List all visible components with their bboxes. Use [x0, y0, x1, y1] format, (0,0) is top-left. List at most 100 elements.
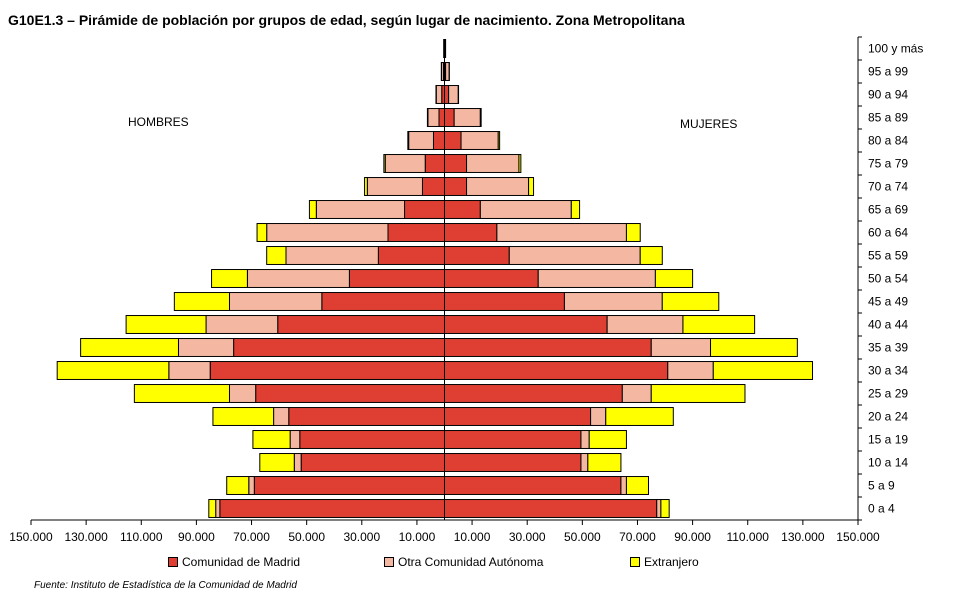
- bar-mujeres-madrid-60-a-64: [444, 223, 498, 242]
- bar-mujeres-otra-45-a-49: [563, 292, 663, 311]
- bar-hombres-otra-50-a-54: [246, 269, 350, 288]
- bar-mujeres-extranjero-25-a-29: [650, 384, 746, 403]
- bar-hombres-madrid-80-a-84: [432, 131, 445, 150]
- bar-hombres-otra-10-a-14: [293, 453, 302, 472]
- bar-mujeres-extranjero-15-a-19: [588, 430, 627, 449]
- category-label: 75 a 79: [868, 157, 908, 171]
- category-label: 15 a 19: [868, 433, 908, 447]
- bar-hombres-madrid-50-a-54: [348, 269, 445, 288]
- bar-hombres-madrid-20-a-24: [288, 407, 445, 426]
- category-label: 95 a 99: [868, 65, 908, 79]
- bar-hombres-extranjero-50-a-54: [211, 269, 248, 288]
- bar-mujeres-otra-75-a-79: [466, 154, 520, 173]
- category-label: 85 a 89: [868, 111, 908, 125]
- bar-mujeres-extranjero-70-a-74: [528, 177, 535, 196]
- bar-hombres-madrid-75-a-79: [424, 154, 446, 173]
- source-note: Fuente: Instituto de Estadística de la C…: [34, 580, 297, 591]
- bar-mujeres-madrid-30-a-34: [444, 361, 669, 380]
- bar-hombres-extranjero-25-a-29: [133, 384, 230, 403]
- category-label: 80 a 84: [868, 134, 908, 148]
- bar-hombres-madrid-70-a-74: [421, 177, 445, 196]
- bar-mujeres-extranjero-55-a-59: [639, 246, 663, 265]
- bar-hombres-otra-30-a-34: [168, 361, 211, 380]
- category-label: 25 a 29: [868, 387, 908, 401]
- bar-hombres-madrid-10-a-14: [300, 453, 445, 472]
- x-tick-label: 70.000: [233, 530, 270, 544]
- bar-hombres-madrid-25-a-29: [255, 384, 445, 403]
- bar-hombres-extranjero-55-a-59: [266, 246, 287, 265]
- bar-mujeres-madrid-35-a-39: [444, 338, 652, 357]
- bar-hombres-otra-90-a-94: [435, 85, 443, 104]
- bar-hombres-extranjero-20-a-24: [212, 407, 275, 426]
- bar-mujeres-madrid-65-a-69: [444, 200, 481, 219]
- bar-hombres-extranjero-75-a-79: [383, 154, 386, 173]
- bar-mujeres-extranjero-60-a-64: [625, 223, 641, 242]
- bar-hombres-extranjero-15-a-19: [252, 430, 291, 449]
- bar-hombres-extranjero-30-a-34: [56, 361, 170, 380]
- category-label: 20 a 24: [868, 410, 908, 424]
- bar-hombres-otra-70-a-74: [366, 177, 423, 196]
- bar-hombres-otra-60-a-64: [266, 223, 389, 242]
- side-label-hombres: HOMBRES: [128, 115, 189, 129]
- x-tick-label: 110.000: [120, 530, 163, 544]
- bar-hombres-otra-55-a-59: [285, 246, 379, 265]
- bar-mujeres-otra-80-a-84: [460, 131, 499, 150]
- bar-hombres-otra-5-a-9: [248, 476, 255, 495]
- bar-hombres-extranjero-5-a-9: [226, 476, 250, 495]
- category-label: 0 a 4: [868, 502, 895, 516]
- x-tick-label: 30.000: [509, 530, 546, 544]
- legend-label-extranjero: Extranjero: [644, 555, 699, 569]
- x-tick-label: 10.000: [454, 530, 491, 544]
- bar-mujeres-otra-5-a-9: [620, 476, 627, 495]
- bar-mujeres-madrid-70-a-74: [444, 177, 468, 196]
- bar-mujeres-extranjero-10-a-14: [587, 453, 622, 472]
- side-label-mujeres: MUJERES: [680, 117, 737, 131]
- bar-mujeres-extranjero-5-a-9: [625, 476, 649, 495]
- x-tick-label: 90.000: [674, 530, 711, 544]
- bar-mujeres-otra-60-a-64: [496, 223, 627, 242]
- legend-swatch-madrid: [168, 557, 178, 567]
- bar-mujeres-otra-20-a-24: [590, 407, 607, 426]
- bar-hombres-madrid-85-a-89: [438, 108, 445, 127]
- bar-hombres-extranjero-65-a-69: [308, 200, 317, 219]
- bar-mujeres-madrid-90-a-94: [444, 85, 450, 104]
- bar-mujeres-otra-90-a-94: [448, 85, 459, 104]
- bar-mujeres-madrid-50-a-54: [444, 269, 539, 288]
- bar-hombres-madrid-5-a-9: [253, 476, 445, 495]
- bar-mujeres-extranjero-35-a-39: [710, 338, 798, 357]
- legend-item-extranjero: Extranjero: [630, 555, 699, 569]
- bar-mujeres-otra-25-a-29: [621, 384, 652, 403]
- bar-hombres-madrid-55-a-59: [377, 246, 445, 265]
- bar-hombres-madrid-30-a-34: [209, 361, 445, 380]
- legend-swatch-extranjero: [630, 557, 640, 567]
- bar-mujeres-madrid-80-a-84: [444, 131, 462, 150]
- x-tick-label: 10.000: [399, 530, 436, 544]
- bar-hombres-madrid-35-a-39: [233, 338, 445, 357]
- x-tick-label: 90.000: [178, 530, 215, 544]
- bar-mujeres-otra-50-a-54: [537, 269, 656, 288]
- category-label: 5 a 9: [868, 479, 895, 493]
- bar-mujeres-extranjero-45-a-49: [661, 292, 720, 311]
- x-tick-label: 50.000: [288, 530, 325, 544]
- x-tick-label: 150.000: [836, 530, 880, 544]
- bar-mujeres-madrid-75-a-79: [444, 154, 468, 173]
- bar-hombres-extranjero-60-a-64: [256, 223, 268, 242]
- legend-label-madrid: Comunidad de Madrid: [182, 555, 301, 569]
- bar-mujeres-extranjero-65-a-69: [570, 200, 581, 219]
- bar-mujeres-madrid-10-a-14: [444, 453, 582, 472]
- bar-mujeres-madrid-5-a-9: [444, 476, 622, 495]
- bar-hombres-extranjero-0-a-4: [208, 499, 217, 518]
- bar-hombres-otra-85-a-89: [427, 108, 440, 127]
- bar-mujeres-otra-95-a-99: [445, 62, 450, 81]
- category-label: 65 a 69: [868, 203, 908, 217]
- bar-hombres-otra-75-a-79: [384, 154, 426, 173]
- bar-hombres-madrid-65-a-69: [404, 200, 445, 219]
- bar-hombres-extranjero-45-a-49: [173, 292, 230, 311]
- bar-hombres-otra-40-a-44: [205, 315, 279, 334]
- bar-hombres-otra-35-a-39: [177, 338, 235, 357]
- chart-title: G10E1.3 – Pirámide de población por grup…: [8, 12, 685, 28]
- bar-mujeres-otra-15-a-19: [580, 430, 590, 449]
- bar-mujeres-extranjero-30-a-34: [712, 361, 814, 380]
- bar-mujeres-madrid-15-a-19: [444, 430, 582, 449]
- bar-mujeres-extranjero-80-a-84: [497, 131, 501, 150]
